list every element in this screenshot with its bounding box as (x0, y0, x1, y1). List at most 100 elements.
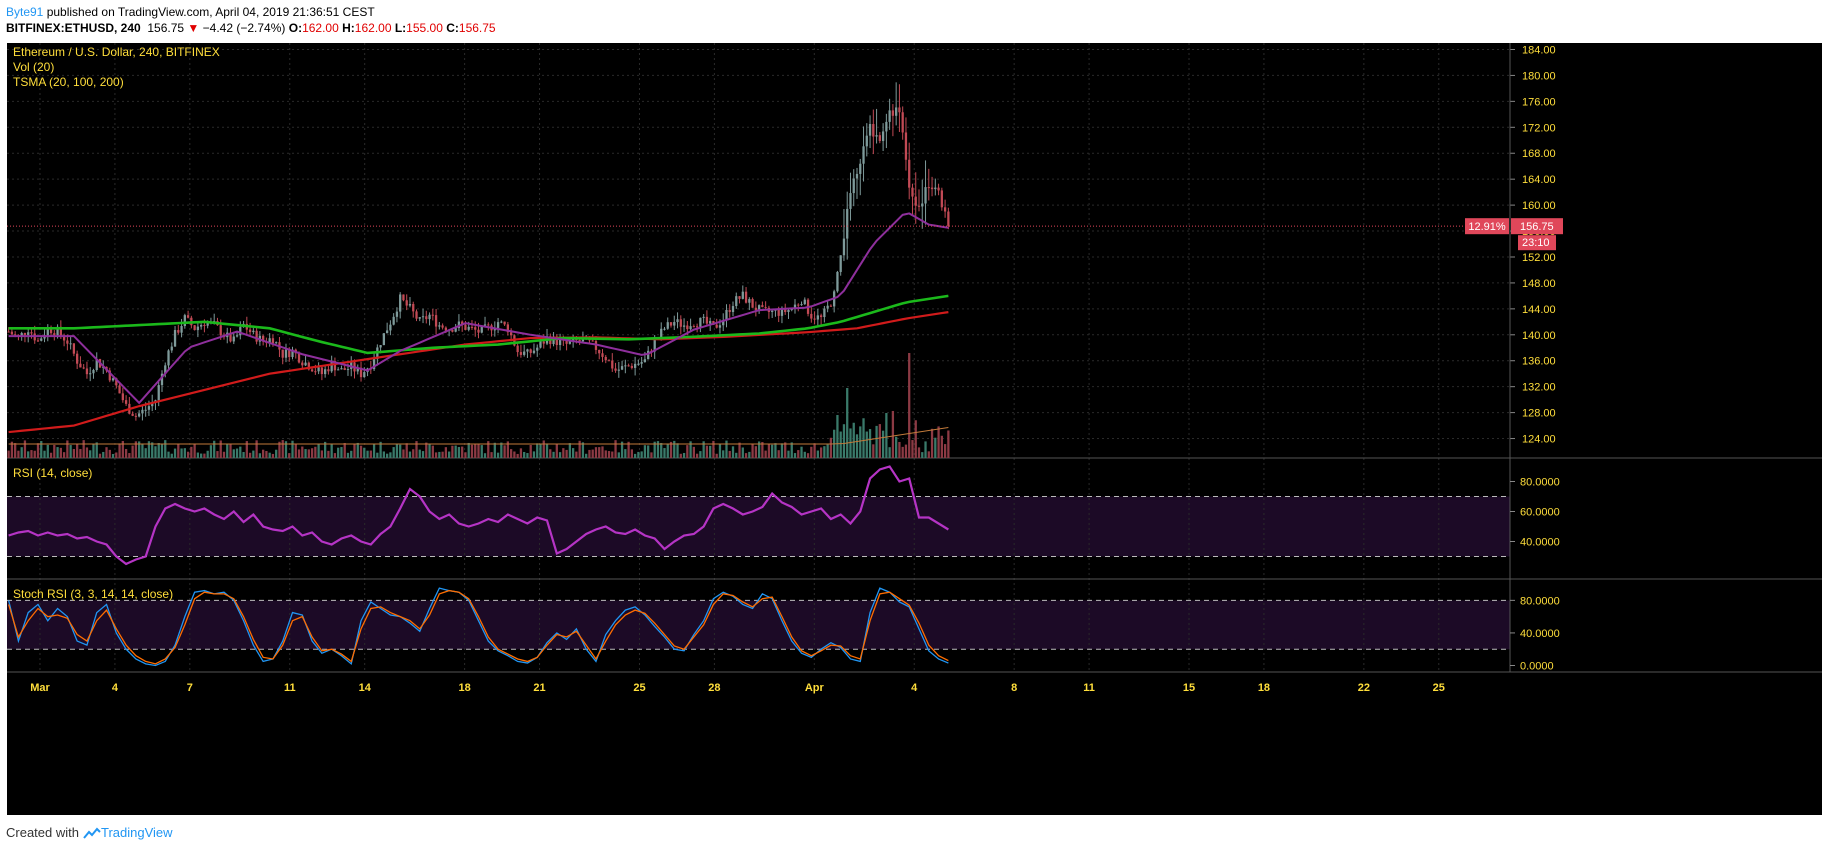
candle-body (731, 306, 735, 313)
y-tick-label: 172.00 (1522, 122, 1556, 134)
volume-bar (245, 441, 248, 458)
candle-body (738, 296, 741, 299)
volume-bar (908, 353, 911, 458)
candle-body (630, 365, 634, 368)
volume-bar (506, 441, 510, 458)
candle-body (425, 316, 428, 320)
candle-body (408, 304, 412, 306)
volume-bar (49, 452, 53, 458)
author-link[interactable]: Byte91 (6, 5, 44, 19)
candle-body (418, 317, 421, 319)
candle-body (908, 159, 911, 188)
candle-body (79, 363, 82, 368)
candle-body (722, 320, 725, 326)
stoch-band-fill (7, 600, 1510, 650)
volume-bar (503, 445, 506, 458)
sma20-line (8, 212, 949, 405)
candle-body (444, 327, 448, 331)
candle-body (725, 309, 728, 321)
volume-bar (36, 443, 40, 458)
candle-body (872, 124, 875, 137)
volume-bar (660, 442, 663, 458)
volume-bar (40, 441, 43, 458)
volume-bar (7, 450, 10, 458)
volume-bar (278, 441, 281, 458)
volume-bar (147, 441, 151, 458)
volume-bar (23, 440, 27, 458)
volume-bar (281, 440, 284, 458)
candle-body (862, 146, 865, 164)
volume-bar (611, 451, 614, 458)
candle-body (151, 402, 154, 407)
candle-body (307, 362, 310, 370)
volume-bar (653, 441, 656, 458)
volume-bar (304, 449, 307, 458)
candle-body (72, 343, 76, 354)
tsma-indicator-label[interactable]: TSMA (20, 100, 200) (13, 75, 124, 89)
candle-body (46, 327, 49, 336)
volume-bar (754, 446, 757, 458)
chart-svg[interactable]: Mar 4 7 11 14 18 21 25 28 Apr 4 8 11 15 18 22 25 184.00 18… (7, 43, 1822, 815)
y-tick-label: 152.00 (1522, 252, 1556, 264)
rsi-pane-title[interactable]: RSI (14, close) (13, 466, 93, 480)
volume-bar (213, 440, 216, 458)
candle-body (904, 132, 908, 160)
volume-bar (193, 443, 196, 458)
candle-body (718, 325, 722, 328)
candle-body (441, 325, 444, 328)
x-tick-label: 25 (1433, 682, 1445, 694)
candle-body (89, 373, 92, 375)
volume-bar (588, 449, 591, 458)
volume-bar (27, 451, 30, 458)
candle-body (147, 406, 151, 410)
volume-bar (209, 445, 213, 458)
volume-bar (558, 452, 562, 458)
candle-body (581, 338, 585, 342)
x-tick-label: 28 (708, 682, 720, 694)
volume-bar (323, 441, 327, 458)
volume-bar (780, 443, 784, 458)
candle-body (842, 238, 846, 256)
candle-body (930, 187, 934, 190)
candle-body (911, 187, 914, 197)
volume-bar (102, 451, 105, 458)
candle-body (826, 305, 829, 309)
volume-bar (131, 445, 134, 458)
volume-bar (777, 450, 780, 458)
candle-body (461, 321, 464, 325)
volume-indicator-label[interactable]: Vol (20) (13, 60, 55, 74)
volume-bar (513, 451, 516, 458)
chart-area[interactable]: Mar 4 7 11 14 18 21 25 28 Apr 4 8 11 15 18 22 25 184.00 18… (7, 43, 1822, 815)
volume-bar (490, 452, 493, 458)
stoch-rsi-pane-title[interactable]: Stoch RSI (3, 3, 14, 14, close) (13, 587, 174, 601)
volume-bar (92, 444, 95, 458)
volume-bar (594, 447, 598, 458)
candle-body (20, 333, 23, 337)
volume-bar (914, 420, 917, 458)
candle-body (797, 304, 800, 306)
candle-body (673, 322, 676, 326)
volume-bar (852, 422, 855, 458)
volume-bar (810, 446, 813, 458)
volume-bar (738, 442, 741, 458)
y-tick-label: 168.00 (1522, 148, 1556, 160)
candle-body (69, 343, 72, 345)
volume-bar (813, 443, 816, 458)
tradingview-link[interactable]: TradingView (83, 825, 173, 840)
candle-body (363, 372, 366, 378)
volume-bar (800, 446, 803, 458)
x-tick-label: 11 (1083, 682, 1095, 694)
volume-bar (470, 444, 474, 458)
x-tick-label: 4 (911, 682, 918, 694)
y-tick-label: 128.00 (1522, 408, 1556, 420)
candle-body (526, 349, 529, 352)
volume-bar (523, 451, 526, 458)
volume-bar (748, 451, 751, 458)
candle-body (255, 330, 258, 342)
candle-body (477, 329, 480, 333)
candle-body (823, 308, 826, 318)
candle-body (943, 207, 947, 212)
created-with-label: Created with (6, 825, 79, 840)
candle-body (487, 324, 490, 326)
candle-body (392, 316, 395, 325)
